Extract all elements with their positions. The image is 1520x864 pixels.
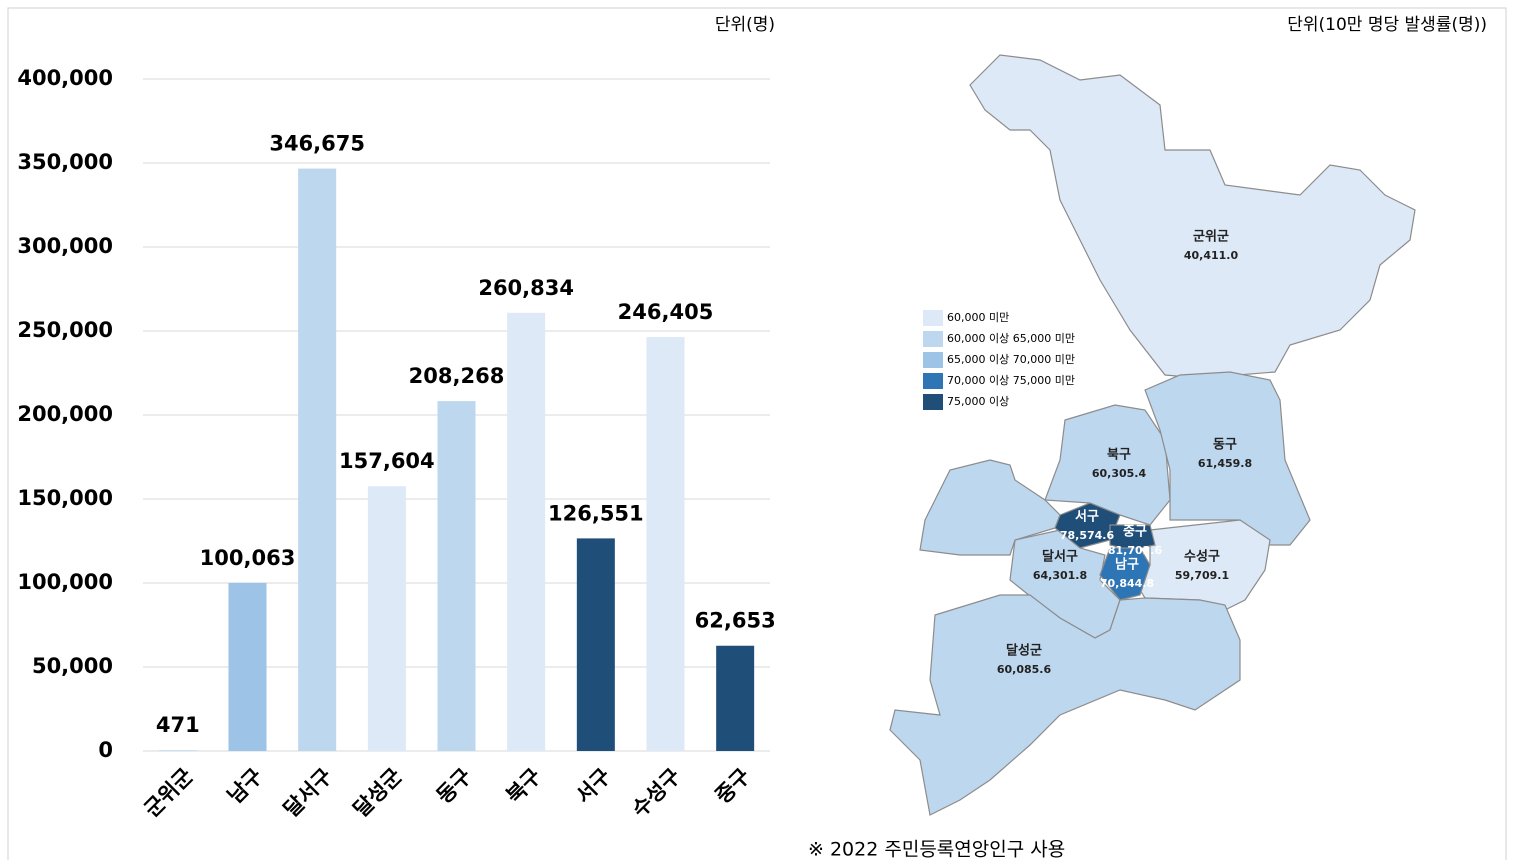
x-tick-label: 달성군 xyxy=(349,764,407,822)
region-value: 78,574.6 xyxy=(1060,529,1115,542)
region xyxy=(969,54,1416,379)
region-name: 남구 xyxy=(1115,557,1139,573)
legend-label: 75,000 이상 xyxy=(947,395,1009,408)
value-label: 260,834 xyxy=(478,276,574,300)
y-tick-label: 150,000 xyxy=(17,486,113,510)
bar xyxy=(576,538,615,751)
region xyxy=(1109,524,1156,551)
legend-swatch xyxy=(923,394,943,410)
region-value: 64,301.8 xyxy=(1033,569,1087,582)
region-value: 61,459.8 xyxy=(1198,457,1252,470)
legend-label: 60,000 미만 xyxy=(947,311,1009,324)
value-label: 157,604 xyxy=(339,449,435,473)
value-label: 208,268 xyxy=(409,364,505,388)
legend-swatch xyxy=(923,373,943,389)
bar xyxy=(716,645,755,751)
legend-label: 60,000 이상 65,000 미만 xyxy=(947,332,1075,345)
region xyxy=(1144,371,1311,546)
region xyxy=(889,594,1241,816)
y-tick-label: 250,000 xyxy=(17,318,113,342)
bar xyxy=(367,486,406,751)
bar xyxy=(507,312,546,751)
region-value: 60,305.4 xyxy=(1092,467,1147,480)
region-value: 81,702.6 xyxy=(1108,544,1163,557)
region-name: 달서구 xyxy=(1042,550,1078,565)
y-tick-label: 100,000 xyxy=(17,570,113,594)
region-name: 북구 xyxy=(1107,448,1131,463)
x-tick-label: 남구 xyxy=(223,764,267,808)
legend-swatch xyxy=(923,331,943,347)
y-tick-label: 50,000 xyxy=(32,654,113,678)
frame xyxy=(7,7,1507,864)
region-name: 수성구 xyxy=(1184,550,1220,565)
x-tick-label: 달서구 xyxy=(279,764,337,822)
region-value: 70,844.8 xyxy=(1100,577,1154,590)
bar xyxy=(228,582,267,751)
value-label: 126,551 xyxy=(548,501,644,525)
value-label: 346,675 xyxy=(269,132,365,156)
region-value: 59,709.1 xyxy=(1175,569,1229,582)
region xyxy=(1044,404,1171,526)
region-value: 60,085.6 xyxy=(997,663,1052,676)
bar xyxy=(646,337,685,751)
legend-swatch xyxy=(923,352,943,368)
value-label: 62,653 xyxy=(695,609,776,633)
y-tick-label: 400,000 xyxy=(17,66,113,90)
chart-unit: 단위(명) xyxy=(715,15,775,35)
bar xyxy=(158,750,197,751)
x-tick-label: 수성구 xyxy=(627,764,685,822)
value-label: 471 xyxy=(156,713,200,737)
region-name: 군위군 xyxy=(1193,230,1229,245)
x-tick-label: 동구 xyxy=(432,764,476,808)
region-name: 달성군 xyxy=(1006,644,1042,659)
region xyxy=(1139,519,1271,611)
note: ※ 2022 주민등록연앙인구 사용 xyxy=(808,839,1065,861)
region xyxy=(1099,547,1151,601)
region-name: 서구 xyxy=(1075,510,1099,525)
map-unit: 단위(10만 명당 발생률(명)) xyxy=(1287,15,1487,35)
x-tick-label: 북구 xyxy=(502,764,546,808)
y-tick-label: 200,000 xyxy=(17,402,113,426)
legend-swatch xyxy=(923,310,943,326)
x-tick-label: 중구 xyxy=(711,764,755,808)
value-label: 100,063 xyxy=(200,546,296,570)
bar xyxy=(298,168,337,751)
y-tick-label: 0 xyxy=(98,738,113,762)
value-label: 246,405 xyxy=(618,300,714,324)
legend-label: 70,000 이상 75,000 미만 xyxy=(947,374,1075,387)
region-value: 40,411.0 xyxy=(1184,249,1239,262)
y-tick-label: 300,000 xyxy=(17,234,113,258)
region-name: 중구 xyxy=(1123,525,1147,540)
y-tick-label: 350,000 xyxy=(17,150,113,174)
bar xyxy=(437,401,476,751)
region-name: 동구 xyxy=(1213,438,1237,453)
x-tick-label: 군위군 xyxy=(140,764,198,822)
x-tick-label: 서구 xyxy=(571,764,615,808)
legend-label: 65,000 이상 70,000 미만 xyxy=(947,353,1075,366)
